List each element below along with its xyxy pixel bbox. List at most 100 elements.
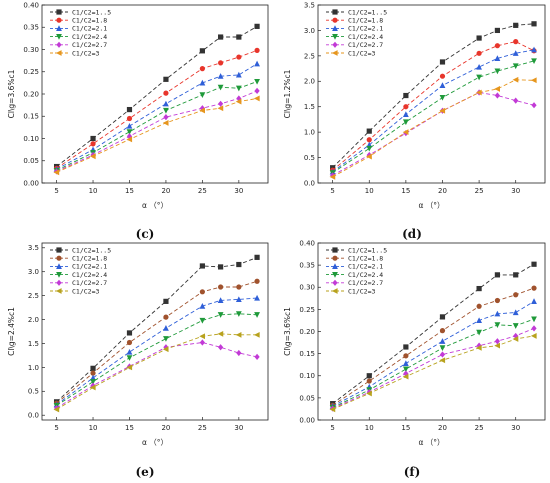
x-tick-label: 10: [365, 187, 374, 195]
series-2: [330, 285, 537, 408]
x-tick-label: 15: [125, 424, 134, 432]
data-point: [513, 332, 519, 340]
data-point: [531, 298, 537, 305]
data-point: [199, 92, 206, 98]
data-point: [366, 373, 372, 379]
series-5: [330, 89, 537, 179]
data-point: [512, 309, 519, 316]
legend-entry: C1/C2=3: [72, 49, 99, 57]
data-point: [254, 87, 260, 94]
data-point: [254, 278, 260, 284]
data-point: [90, 379, 96, 385]
data-point: [218, 100, 224, 107]
y-tick-label: 3.5: [304, 1, 315, 9]
data-point: [90, 365, 96, 371]
x-tick-label: 15: [401, 424, 410, 432]
y-tick-label: 0.35: [299, 262, 315, 270]
data-point: [475, 89, 482, 96]
data-point: [494, 55, 501, 61]
y-axis-title: Cl\g=1.2%c1: [283, 69, 292, 118]
series-line: [56, 90, 258, 172]
series-4: [53, 311, 260, 409]
data-point: [254, 60, 260, 67]
data-point: [199, 289, 205, 295]
data-point: [531, 285, 537, 291]
data-point: [254, 47, 260, 53]
legend-entry: C1/C2=1.8: [72, 17, 107, 25]
data-point: [403, 92, 409, 99]
legend-entry: C1/C2=2.1: [72, 25, 107, 33]
series-line: [332, 23, 535, 169]
legend-marker: [332, 272, 338, 278]
x-axis-title: α （°）: [418, 438, 444, 447]
data-point: [476, 329, 482, 336]
data-point: [254, 78, 260, 85]
data-point: [531, 58, 537, 65]
data-point: [235, 296, 242, 303]
data-point: [236, 284, 242, 290]
data-point: [439, 82, 446, 88]
data-point: [403, 104, 409, 110]
data-point: [236, 34, 242, 40]
x-tick-label: 5: [330, 187, 334, 195]
legend-marker: [332, 279, 338, 286]
x-axis-title: α （°）: [142, 438, 168, 447]
x-tick-label: 25: [475, 424, 484, 432]
data-point: [199, 317, 206, 324]
panel-label: (f): [404, 465, 421, 479]
data-point: [402, 360, 409, 366]
data-point: [199, 107, 205, 114]
y-tick-label: 0.40: [23, 1, 39, 9]
legend-entry: C1/C2=2.7: [72, 41, 107, 49]
legend: C1/C2=1..5C1/C2=1.8C1/C2=2.1C1/C2=2.4C1/…: [326, 246, 387, 295]
chart-panel-3: 0.0 0.5 1.0 1.5 2.0 2.5 3.0 3.5 5 10 15 20 25 30 α （°）…: [7, 242, 269, 479]
y-axis-title: Cl\g=3.6%c1: [283, 307, 292, 356]
data-point: [199, 48, 205, 54]
data-point: [494, 86, 501, 92]
data-point: [89, 153, 96, 160]
series-6: [53, 95, 260, 176]
data-point: [439, 351, 446, 358]
y-tick-label: 0.30: [299, 284, 315, 292]
data-point: [531, 102, 537, 109]
data-point: [217, 330, 224, 337]
legend-entry: C1/C2=2.4: [348, 271, 383, 279]
data-point: [329, 173, 336, 180]
data-point: [235, 85, 242, 92]
data-point: [494, 322, 501, 328]
y-tick-label: 3.5: [28, 244, 39, 252]
y-tick-label: 2.5: [28, 292, 39, 300]
legend-entry: C1/C2=1.8: [348, 17, 383, 25]
y-tick-label: 0.0: [304, 179, 315, 187]
data-point: [476, 74, 482, 81]
data-point: [163, 90, 169, 96]
y-tick-label: 0.25: [299, 306, 315, 314]
series-line: [332, 79, 535, 178]
chart-panel-1: 0.00 0.05 0.10 0.15 0.20 0.25 0.30 0.35 0.40 5 10 1…: [7, 1, 269, 241]
x-tick-label: 30: [234, 424, 243, 432]
legend-marker: [56, 263, 62, 269]
y-tick-label: 0.10: [23, 135, 39, 143]
data-point: [235, 311, 242, 317]
legend: C1/C2=1..5C1/C2=1.8C1/C2=2.1C1/C2=2.4C1/…: [50, 246, 111, 295]
series-line: [332, 60, 535, 174]
legend-marker: [332, 25, 338, 31]
y-tick-label: 0.5: [28, 388, 39, 396]
data-point: [403, 344, 409, 350]
y-tick-label: 0.20: [299, 328, 315, 336]
y-tick-label: 0.20: [23, 90, 39, 98]
legend-marker: [56, 255, 62, 261]
data-point: [476, 285, 482, 292]
data-point: [402, 366, 409, 373]
legend-marker: [331, 288, 338, 294]
series-4: [329, 58, 537, 176]
x-tick-label: 5: [54, 187, 58, 195]
data-point: [235, 331, 242, 338]
legend-marker: [56, 34, 62, 40]
y-tick-label: 1.0: [28, 364, 39, 372]
data-point: [513, 292, 519, 298]
data-point: [531, 261, 537, 267]
data-point: [90, 374, 96, 381]
legend-marker: [56, 25, 62, 31]
x-tick-label: 15: [125, 187, 134, 195]
